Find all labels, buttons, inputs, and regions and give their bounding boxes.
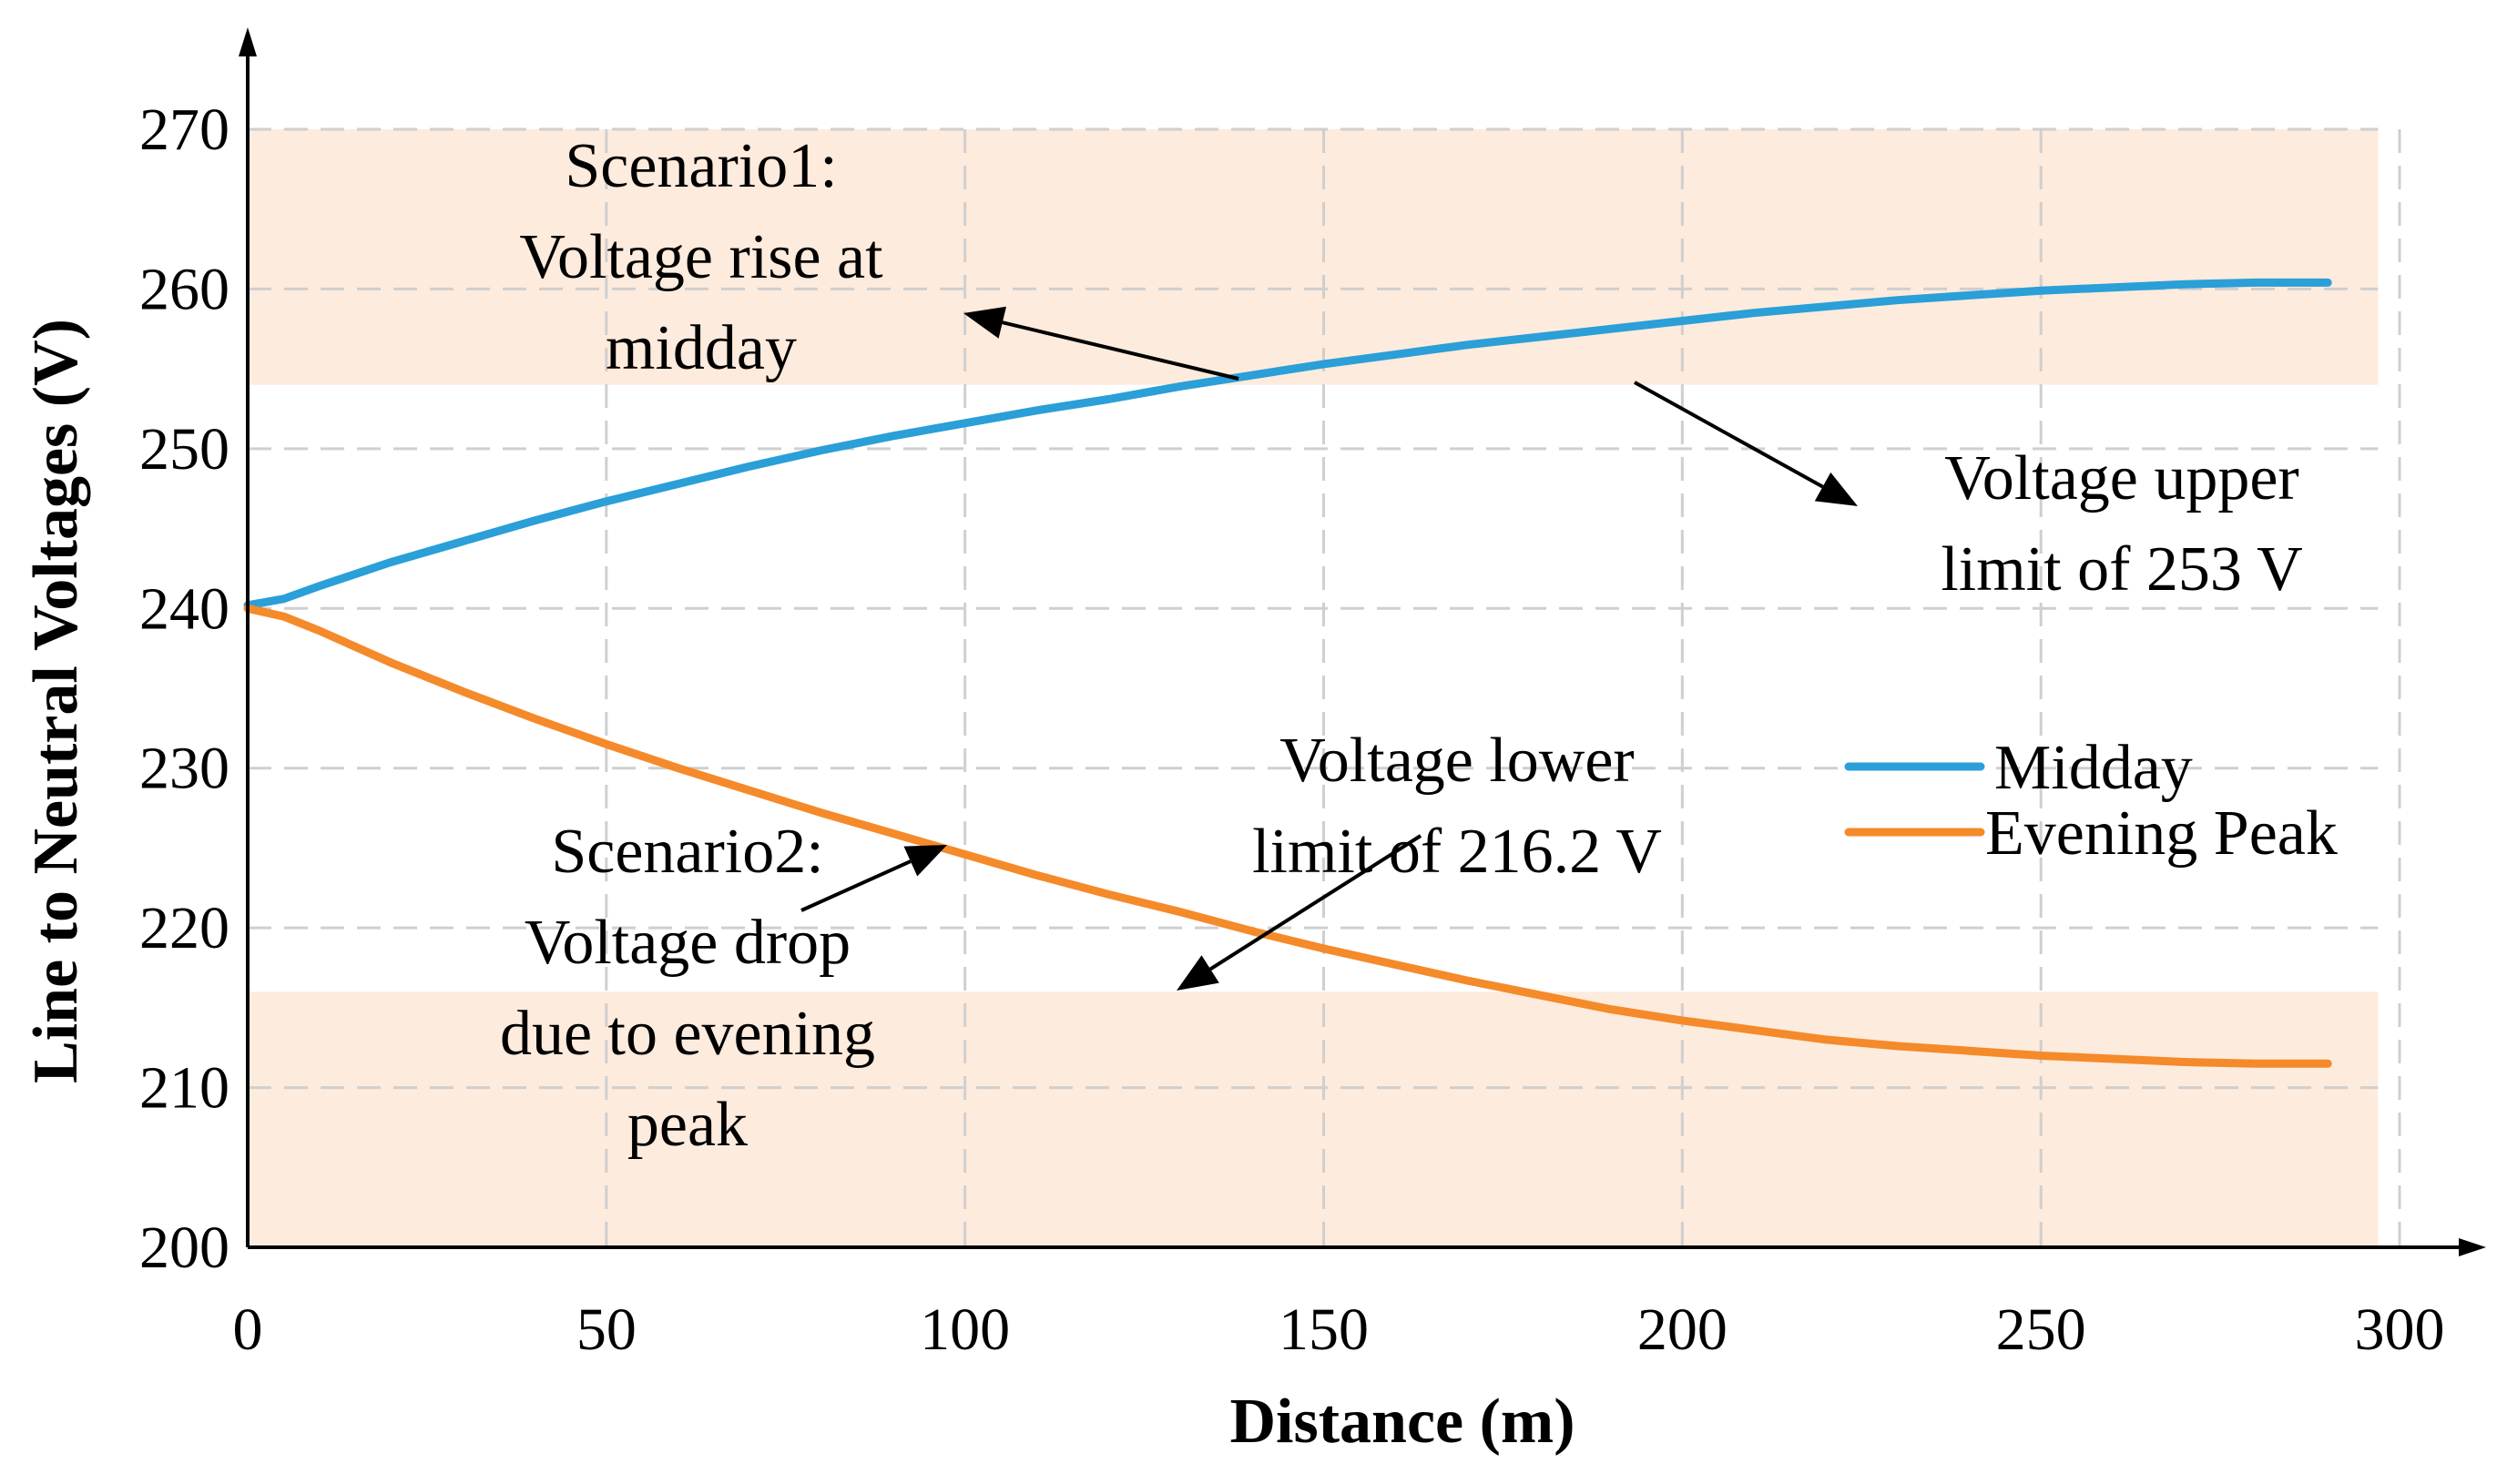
x-tick-label: 200 [1637,1296,1728,1363]
annotation-upper-limit: Voltage upper limit of 253 V [1941,443,2302,605]
annotations: Scenario1: Voltage rise at midday Voltage u… [500,131,2303,1160]
annotation-arrows [800,306,1858,991]
tick-labels: 0 50 100 150 200 250 300 200 210 220 230 240 250 260 2… [139,97,2445,1363]
arrow-head [963,306,1006,339]
x-tick-label: 250 [1996,1296,2086,1363]
annotation-line: Voltage drop [525,908,851,978]
annotation-line: limit of 253 V [1941,534,2302,605]
x-tick-label: 0 [233,1296,263,1363]
annotation-line: peak [627,1090,748,1160]
annotation-lower-limit: Voltage lower limit of 216.2 V [1252,726,1662,887]
arrow-head [1177,955,1219,991]
y-tick-label: 250 [139,416,229,483]
annotation-scenario1: Scenario1: Voltage rise at midday [519,131,883,383]
series-lines [243,278,2332,1068]
annotation-line: Voltage lower [1279,726,1634,796]
y-tick-label: 260 [139,256,229,322]
y-tick-label: 200 [139,1215,229,1281]
annotation-line: midday [606,313,797,383]
limit-bands [248,129,2379,1247]
gridlines [248,127,2401,1247]
annotation-line: Voltage upper [1944,443,2298,513]
y-tick-label: 220 [139,895,229,961]
axes [239,27,2486,1256]
arrow-shaft [1002,320,1239,381]
y-axis-title: Line to Neutral Voltages (V) [21,319,91,1083]
annotation-line: Voltage rise at [519,222,883,292]
annotation-scenario2: Scenario2: Voltage drop due to evening peak [500,817,875,1160]
x-tick-label: 50 [576,1296,637,1363]
y-axis-arrowhead [239,27,257,56]
x-tick-label: 300 [2355,1296,2445,1363]
y-tick-label: 240 [139,575,229,642]
legend-entry-midday: Midday [1844,733,2193,803]
annotation-line: due to evening [500,999,875,1069]
arrow-upper-limit [1634,381,1858,506]
legend-label: Evening Peak [1985,798,2338,869]
arrow-scenario2 [800,845,947,912]
arrow-head [1814,472,1858,506]
legend-label: Midday [1994,733,2193,803]
over-voltage-region [248,129,2379,385]
arrow-lower-limit [1177,834,1422,991]
x-tick-label: 150 [1279,1296,1369,1363]
y-tick-label: 270 [139,97,229,163]
arrow-scenario1 [963,306,1239,381]
legend-entry-evening-peak: Evening Peak [1844,798,2338,869]
x-tick-label: 100 [920,1296,1010,1363]
x-axis-title: Distance (m) [1229,1387,1575,1457]
series-line-evening-peak [243,604,2332,1068]
arrow-shaft [1209,834,1422,971]
y-tick-label: 230 [139,736,229,802]
under-voltage-region [248,991,2379,1247]
series-line-midday [243,278,2332,610]
x-axis-arrowhead [2459,1238,2486,1256]
arrow-shaft [1634,381,1824,489]
arrow-shaft [800,859,912,912]
annotation-line: limit of 216.2 V [1252,817,1662,887]
arrow-head [903,845,947,877]
y-tick-label: 210 [139,1055,229,1122]
annotation-line: Scenario1: [565,131,837,201]
annotation-line: Scenario2: [551,817,823,887]
